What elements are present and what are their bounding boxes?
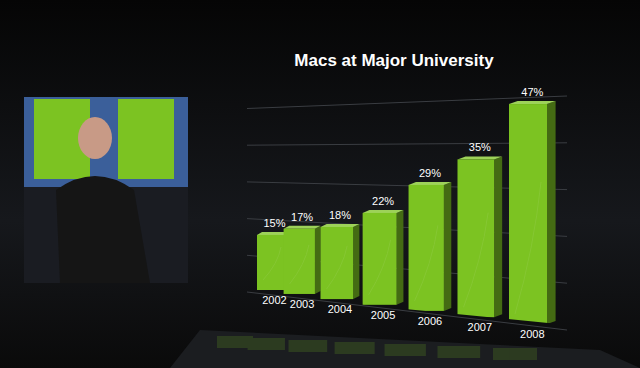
x-tick-label: 2006 — [418, 315, 442, 327]
video-panel — [24, 97, 188, 283]
labels: 15% 2002 17% 2003 18% 2004 22% 2005 29% 2006 35% 20… — [262, 86, 544, 340]
bar-top — [457, 156, 502, 159]
bar-texture — [290, 245, 309, 284]
x-tick-label: 2007 — [468, 321, 492, 333]
bar-top — [363, 210, 404, 213]
reflection-block — [248, 338, 285, 350]
bar — [409, 185, 444, 311]
reflection-block — [385, 344, 426, 356]
bar-texture — [415, 225, 438, 301]
bar-texture — [463, 213, 488, 308]
bar — [321, 227, 354, 299]
x-tick-label: 2003 — [290, 298, 314, 310]
bars — [257, 101, 556, 324]
bar-top — [509, 101, 556, 104]
reflection-block — [335, 342, 375, 354]
bar-texture — [263, 247, 281, 280]
bar-side — [315, 226, 321, 294]
bar-side — [353, 224, 359, 299]
data-label: 47% — [521, 86, 543, 98]
data-label: 22% — [372, 195, 394, 207]
data-label: 18% — [329, 209, 351, 221]
chart: 15% 2002 17% 2003 18% 2004 22% 2005 29% 2006 35% 20… — [0, 0, 640, 368]
grid — [247, 96, 567, 330]
reflection-block — [493, 348, 537, 360]
x-tick-label: 2008 — [520, 328, 544, 340]
bar — [457, 159, 494, 317]
title: Macs at Major University — [294, 51, 494, 70]
bar-top — [284, 226, 321, 229]
bar-top — [409, 182, 452, 185]
bar-texture — [327, 246, 348, 289]
x-tick-label: 2004 — [328, 303, 352, 315]
bar-side — [397, 210, 404, 305]
data-label: 15% — [263, 217, 285, 229]
background — [0, 0, 640, 368]
bar-top — [321, 224, 360, 227]
x-tick-label: 2002 — [262, 294, 286, 306]
bar-texture — [369, 240, 391, 295]
reflection — [217, 336, 537, 360]
bar-side — [547, 101, 556, 324]
bar-side — [494, 156, 502, 317]
reflection-block — [289, 340, 328, 352]
bar — [509, 104, 547, 324]
reflection-block — [437, 346, 480, 358]
data-label: 35% — [469, 141, 491, 153]
bar-texture — [515, 182, 541, 314]
bar — [284, 229, 315, 294]
x-tick-label: 2005 — [371, 309, 395, 321]
data-label: 17% — [291, 211, 313, 223]
floor — [170, 330, 640, 368]
bar — [257, 235, 287, 290]
bar — [363, 213, 397, 305]
bar-side — [444, 182, 451, 311]
data-label: 29% — [419, 167, 441, 179]
